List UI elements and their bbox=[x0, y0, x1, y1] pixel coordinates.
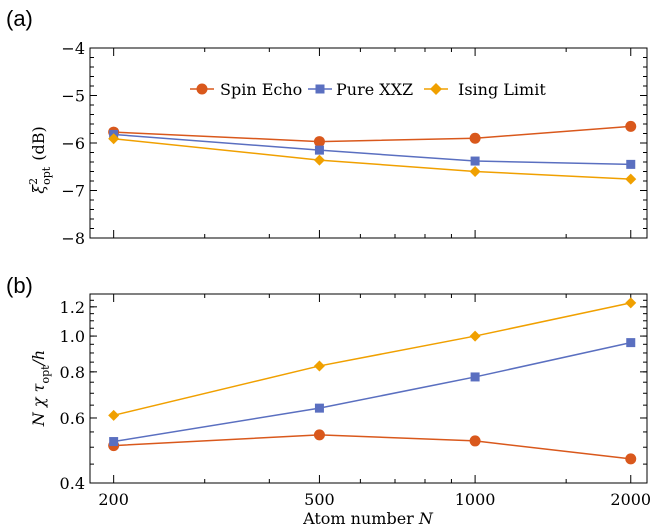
panel-b-line-spin-echo bbox=[113, 434, 631, 460]
panel-b-y-tick-label: 0.8 bbox=[60, 363, 85, 382]
panel-a-y-axis-title: ξ2opt(dB) bbox=[27, 126, 53, 193]
legend-marker-ising-limit bbox=[430, 83, 442, 95]
panel-a-y-axis: −4 −5 −6 −7 −8 bbox=[61, 39, 647, 248]
panel-b-x-tick-label: 500 bbox=[304, 490, 335, 509]
panel-b-x-tick-label: 1000 bbox=[455, 490, 496, 509]
panel-b-y-tick-label: 0.4 bbox=[60, 474, 85, 493]
panel-b-series bbox=[108, 297, 637, 465]
panel-b-point-ising-limit bbox=[469, 330, 481, 342]
panel-b-y-tick-label: 1.0 bbox=[60, 327, 85, 346]
panel-b-point-spin-echo bbox=[313, 429, 325, 441]
legend-marker-spin-echo bbox=[196, 83, 208, 95]
panel-b-label: (b) bbox=[6, 273, 33, 298]
panel-b-y-axis: 0.4 0.6 0.8 1.0 1.2 bbox=[60, 298, 647, 493]
legend-label-ising-limit: Ising Limit bbox=[458, 80, 546, 99]
panel-b-line-pure-xxz bbox=[113, 341, 631, 443]
panel-a-line-ising-limit bbox=[113, 137, 631, 180]
panel-a-point-pure-xxz bbox=[314, 145, 324, 155]
panel-b-y-axis-title: N χ τopt/h bbox=[29, 350, 52, 428]
panel-b-y-tick-label: 0.6 bbox=[60, 409, 85, 428]
panel-a-y-tick-label: −7 bbox=[61, 182, 85, 201]
panel-a-point-spin-echo bbox=[625, 120, 637, 132]
panel-a-line-spin-echo bbox=[113, 125, 631, 143]
panel-a-point-pure-xxz bbox=[626, 159, 636, 169]
panel-b-line-ising-limit bbox=[113, 302, 631, 417]
panel-b-y-tick-label: 1.2 bbox=[60, 298, 85, 317]
x-axis-title: Atom number N bbox=[302, 509, 434, 528]
panel-b-point-pure-xxz bbox=[109, 437, 119, 447]
panel-b: (b) 0.4 0.6 0.8 1.0 1.2 200 500 1000 2000 N χ τ… bbox=[6, 273, 651, 528]
legend-item-spin-echo: Spin Echo bbox=[190, 80, 302, 99]
panel-a-y-tick-label: −8 bbox=[61, 229, 85, 248]
panel-a-frame bbox=[89, 47, 648, 239]
panel-a: (a) −4 −5 −6 −7 −8 ξ2opt(dB) Spin Echo Pure … bbox=[6, 6, 648, 248]
panel-a-point-pure-xxz bbox=[470, 156, 480, 166]
panel-b-point-pure-xxz bbox=[470, 372, 480, 382]
panel-a-point-spin-echo bbox=[313, 136, 325, 148]
panel-b-point-pure-xxz bbox=[314, 403, 324, 413]
legend-marker-pure-xxz bbox=[315, 84, 325, 94]
panel-a-point-ising-limit bbox=[313, 154, 325, 166]
panel-a-label: (a) bbox=[6, 6, 33, 31]
panel-b-point-ising-limit bbox=[313, 360, 325, 372]
panel-a-series bbox=[108, 120, 637, 185]
panel-a-y-tick-label: −6 bbox=[61, 134, 85, 153]
panel-b-point-pure-xxz bbox=[626, 338, 636, 348]
panel-a-x-axis bbox=[113, 48, 632, 238]
panel-a-point-ising-limit bbox=[469, 166, 481, 177]
legend-item-ising-limit: Ising Limit bbox=[424, 80, 546, 99]
panel-b-x-axis: 200 500 1000 2000 bbox=[98, 294, 651, 509]
panel-b-point-spin-echo bbox=[469, 435, 481, 447]
panel-a-line-pure-xxz bbox=[113, 133, 631, 166]
panel-b-x-tick-label: 200 bbox=[98, 490, 129, 509]
panel-b-point-spin-echo bbox=[625, 453, 637, 465]
panel-a-point-ising-limit bbox=[108, 133, 120, 145]
panel-a-point-spin-echo bbox=[469, 132, 481, 144]
legend-item-pure-xxz: Pure XXZ bbox=[308, 80, 413, 99]
panel-a-point-ising-limit bbox=[625, 173, 637, 185]
legend: Spin Echo Pure XXZ Ising Limit bbox=[190, 80, 546, 99]
panel-b-frame bbox=[89, 293, 648, 484]
panel-a-y-tick-label: −4 bbox=[61, 39, 85, 58]
legend-label-pure-xxz: Pure XXZ bbox=[336, 80, 413, 99]
panel-a-y-tick-label: −5 bbox=[61, 87, 85, 106]
panel-b-point-ising-limit bbox=[108, 409, 120, 421]
panel-b-point-ising-limit bbox=[625, 297, 637, 309]
legend-label-spin-echo: Spin Echo bbox=[220, 80, 302, 99]
panel-b-x-tick-label: 2000 bbox=[610, 490, 651, 509]
